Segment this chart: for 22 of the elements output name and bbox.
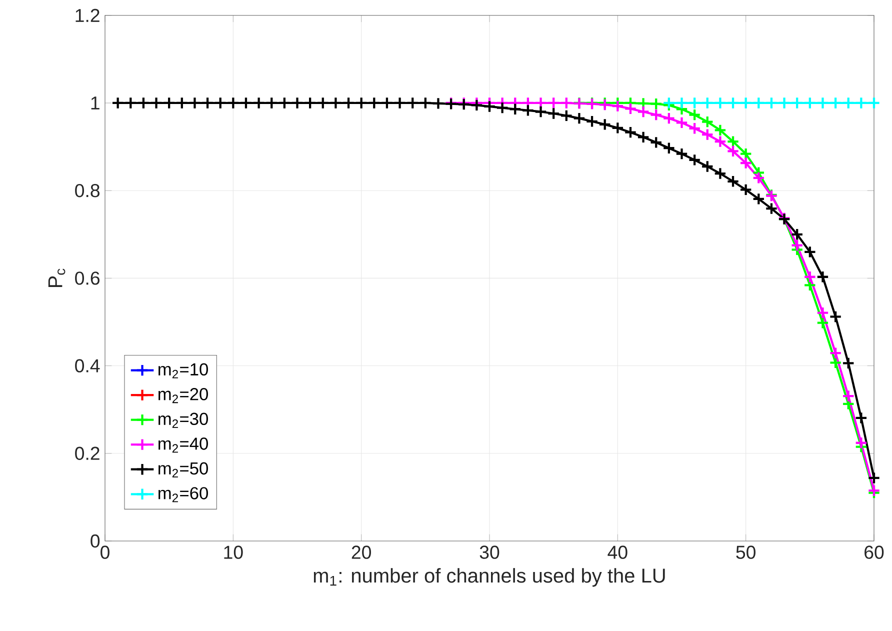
legend-label: m$_{2}$=40 xyxy=(158,438,208,453)
legend-label: m$_{2}$=20 xyxy=(158,388,208,404)
x-axis-title: m$_{1}$: number of channels used by the LU xyxy=(314,568,665,587)
legend-label: m$_{2}$=60 xyxy=(158,487,208,502)
legend-label: m$_{2}$=30 xyxy=(158,412,208,428)
y-axis-title: P$_{c}$ xyxy=(48,268,66,288)
legend-label: m$_{2}$=10 xyxy=(158,363,208,378)
x-tick-label: 30 xyxy=(480,546,500,559)
y-tick-label: 0.6 xyxy=(75,272,100,285)
y-tick-label: 1 xyxy=(91,96,100,110)
x-tick-label: 40 xyxy=(608,546,628,559)
y-tick-label: 0.4 xyxy=(75,359,100,372)
legend-label: m$_{2}$=50 xyxy=(158,462,208,478)
x-tick-label: 20 xyxy=(352,546,371,559)
y-tick-label: 0.8 xyxy=(75,184,100,198)
y-tick-label: 0 xyxy=(90,534,100,548)
y-tick-label: 0.2 xyxy=(75,446,100,460)
x-tick-label: 0 xyxy=(100,546,110,559)
y-tick-label: 1.2 xyxy=(76,8,100,22)
x-tick-label: 50 xyxy=(736,546,756,559)
x-tick-label: 10 xyxy=(224,546,243,559)
x-tick-label: 60 xyxy=(864,546,884,559)
